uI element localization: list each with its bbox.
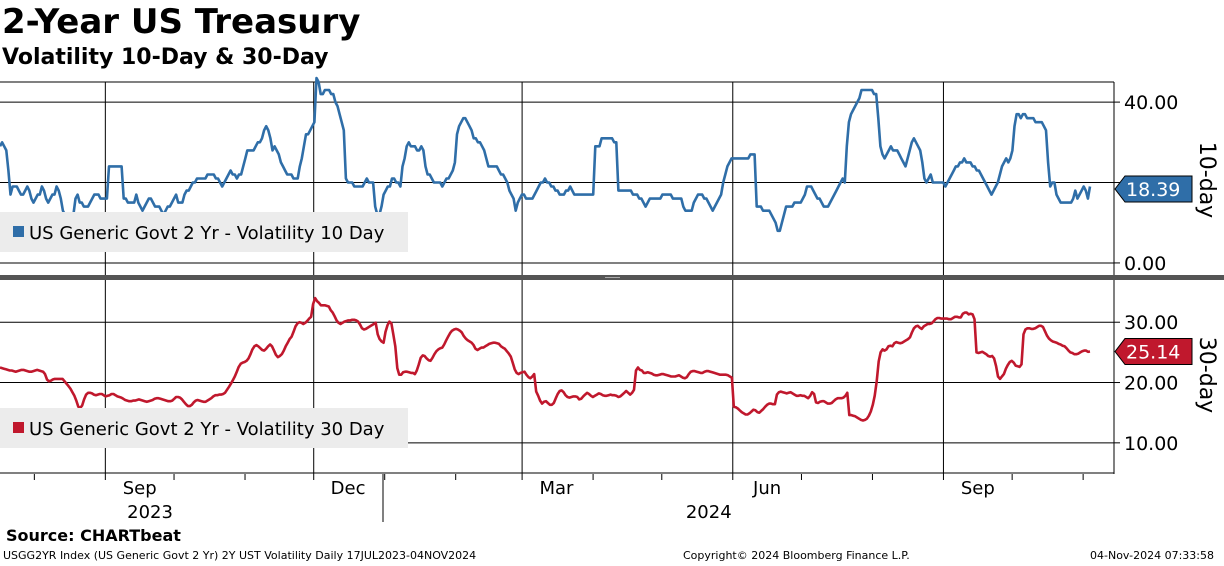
footer-timestamp: 04-Nov-2024 07:33:58 <box>1090 549 1215 562</box>
month-tick-label: Sep <box>961 478 995 499</box>
plot-frame <box>0 81 1224 522</box>
last-value-flag-shape <box>1114 175 1193 203</box>
chart-title: 2-Year US Treasury <box>2 2 361 42</box>
month-tick-label: Dec <box>331 478 366 499</box>
last-value-flag-30-day: 25.14 <box>1114 338 1193 366</box>
panel-label: 10-day <box>1194 142 1219 218</box>
legend-label: US Generic Govt 2 Yr - Volatility 30 Day <box>29 419 385 440</box>
legend-box <box>0 408 408 448</box>
legend-label: US Generic Govt 2 Yr - Volatility 10 Day <box>29 223 385 244</box>
last-value-flag-shape <box>1114 338 1193 366</box>
month-tick-label: Mar <box>539 478 574 499</box>
y-tick-label: 10.00 <box>1124 433 1178 455</box>
footer-meta: USGG2YR Index (US Generic Govt 2 Yr) 2Y … <box>3 549 477 562</box>
y-tick-label: 40.00 <box>1124 92 1178 114</box>
y-tick-label: 20.00 <box>1124 373 1178 395</box>
series-layer <box>0 76 1092 422</box>
legend-layer: US Generic Govt 2 Yr - Volatility 10 Day… <box>0 212 408 448</box>
series-line-30-day <box>0 296 1091 422</box>
legend-30-day[interactable]: US Generic Govt 2 Yr - Volatility 30 Day <box>0 408 408 448</box>
chart-subtitle: Volatility 10-Day & 30-Day <box>2 45 329 70</box>
y-tick-label: 30.00 <box>1124 312 1178 334</box>
year-label: 2023 <box>127 502 173 523</box>
legend-swatch <box>13 226 24 237</box>
last-value-flag-10-day: 18.39 <box>1114 175 1193 203</box>
source-note: Source: CHARTbeat <box>6 526 181 545</box>
legend-10-day[interactable]: US Generic Govt 2 Yr - Volatility 10 Day <box>0 212 408 252</box>
legend-swatch <box>13 422 24 433</box>
legend-box <box>0 212 408 252</box>
last-value-label: 18.39 <box>1126 179 1180 201</box>
panel-label: 30-day <box>1194 337 1219 413</box>
month-tick-label: Sep <box>123 478 157 499</box>
footer-copyright: Copyright© 2024 Bloomberg Finance L.P. <box>683 549 910 562</box>
series-line-10-day <box>0 76 1092 233</box>
year-label: 2024 <box>686 502 732 523</box>
y-tick-label: 0.00 <box>1124 253 1166 275</box>
last-value-label: 25.14 <box>1126 342 1180 364</box>
axis-layer: Sep Dec Mar Jun Sep 2023 2024 40.00 20.00 0.00 18.… <box>33 92 1219 523</box>
month-tick-label: Jun <box>752 478 781 499</box>
